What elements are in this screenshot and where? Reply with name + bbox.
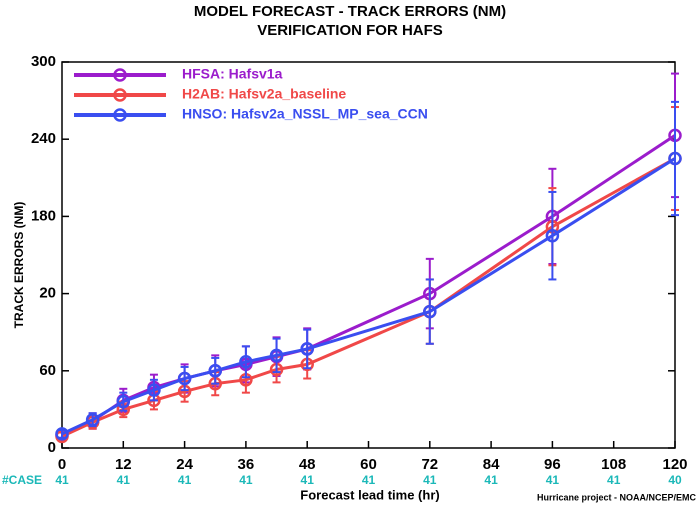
legend-label: HFSA: Hafsv1a [182, 66, 283, 82]
x-tick-label: 72 [421, 456, 438, 473]
y-tick-label: 180 [31, 207, 56, 224]
marker [239, 355, 253, 369]
y-tick-label: 60 [39, 362, 56, 379]
marker [147, 383, 161, 397]
marker [300, 342, 314, 356]
x-tick-label: 96 [544, 456, 561, 473]
legend-label: H2AB: Hafsv2a_baseline [182, 86, 346, 102]
legend-marker [113, 68, 127, 82]
case-count: 41 [423, 473, 437, 487]
x-tick-label: 24 [176, 456, 193, 473]
case-count: 41 [301, 473, 315, 487]
x-tick-label: 48 [299, 456, 316, 473]
case-count: 41 [239, 473, 253, 487]
x-tick-label: 12 [115, 456, 132, 473]
case-count: 41 [484, 473, 498, 487]
y-tick-label: 300 [31, 53, 56, 70]
chart-title: MODEL FORECAST - TRACK ERRORS (NM) [194, 3, 506, 20]
y-tick-label: 240 [31, 130, 56, 147]
case-count: 41 [546, 473, 560, 487]
marker [208, 364, 222, 378]
marker [55, 427, 69, 441]
case-count: 41 [117, 473, 131, 487]
legend-label: HNSO: Hafsv2a_NSSL_MP_sea_CCN [182, 106, 428, 122]
marker [423, 304, 437, 319]
case-count: 41 [55, 473, 69, 487]
marker [177, 371, 192, 386]
case-count: 41 [178, 473, 192, 487]
case-count: 41 [362, 473, 376, 487]
y-tick-label: 20 [39, 285, 56, 302]
marker [269, 348, 284, 363]
x-tick-label: 36 [238, 456, 255, 473]
case-label: #CASE [2, 473, 42, 487]
y-tick-label: 0 [48, 439, 56, 456]
y-axis-label: TRACK ERRORS (NM) [12, 202, 26, 329]
marker [116, 394, 131, 409]
marker [85, 412, 100, 427]
legend-marker [113, 108, 127, 122]
legend-marker [113, 88, 127, 102]
x-tick-label: 108 [601, 456, 626, 473]
x-tick-label: 84 [483, 456, 500, 473]
marker [668, 151, 682, 166]
case-count: 41 [607, 473, 621, 487]
x-axis-label: Forecast lead time (hr) [300, 487, 439, 502]
x-tick-label: 60 [360, 456, 377, 473]
footer: Hurricane project - NOAA/NCEP/EMC [537, 492, 697, 502]
x-tick-label: 0 [58, 456, 66, 473]
case-count: 40 [668, 473, 682, 487]
marker [545, 228, 560, 243]
x-tick-label: 120 [662, 456, 687, 473]
chart-subtitle: VERIFICATION FOR HAFS [257, 22, 443, 39]
